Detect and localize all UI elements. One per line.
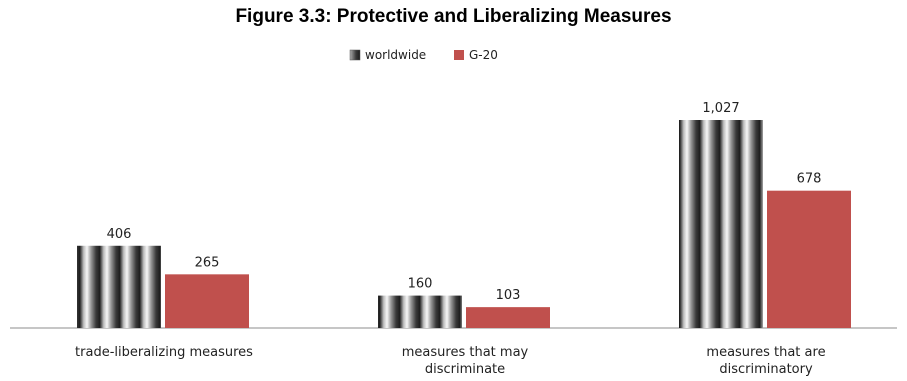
bar-worldwide-2 <box>378 295 462 328</box>
category-label-3-line-2: discriminatory <box>719 362 813 377</box>
legend: worldwide G-20 <box>349 48 498 62</box>
bar-g-20-2 <box>466 307 550 328</box>
category-label-1-line-1: trade-liberalizing measures <box>75 345 253 360</box>
bar-g-20-3 <box>767 190 851 328</box>
legend-label-g-20: G-20 <box>469 48 498 62</box>
chart-title: Figure 3.3: Protective and Liberalizing … <box>235 6 672 27</box>
legend-swatch-g-20 <box>454 50 464 60</box>
data-label-g-20-1: 265 <box>195 255 220 270</box>
category-label-2-line-2: discriminate <box>425 362 505 377</box>
data-label-worldwide-2: 160 <box>408 277 433 292</box>
bar-worldwide-1 <box>77 245 161 328</box>
category-label-3-line-1: measures that are <box>706 345 825 360</box>
category-label-2-line-1: measures that may <box>402 345 529 360</box>
bar-g-20-1 <box>165 274 249 328</box>
bar-worldwide-3 <box>679 120 763 328</box>
data-label-worldwide-3: 1,027 <box>702 101 739 116</box>
plot-area: 406 265 trade-liberalizing measures 160 103 m… <box>10 101 897 377</box>
legend-swatch-worldwide <box>349 49 361 61</box>
legend-label-worldwide: worldwide <box>365 48 426 62</box>
data-label-g-20-2: 103 <box>496 288 521 303</box>
data-label-g-20-3: 678 <box>797 172 822 187</box>
data-label-worldwide-1: 406 <box>107 227 132 242</box>
